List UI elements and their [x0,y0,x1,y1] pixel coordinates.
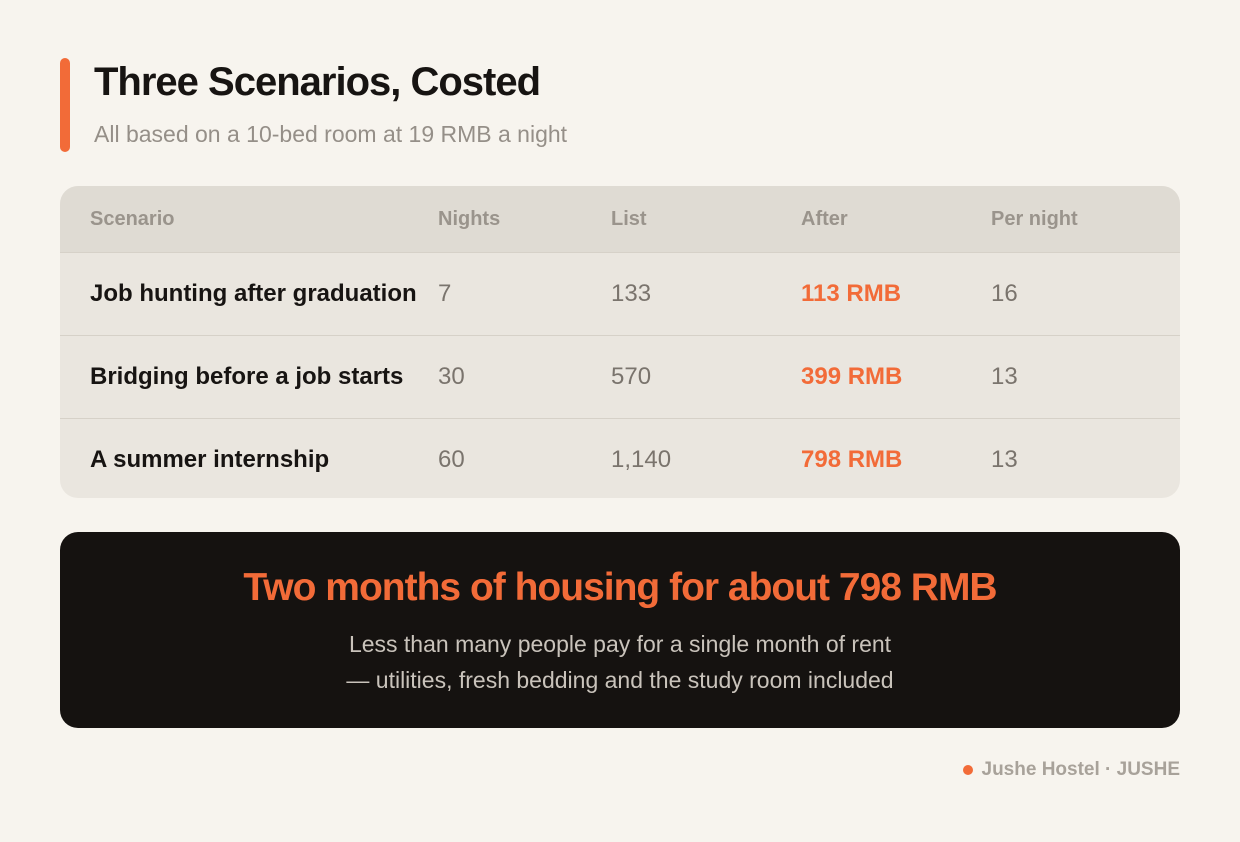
callout-text-line-1: Less than many people pay for a single m… [348,631,892,657]
table-row: Bridging before a job starts 30 570 399 … [60,335,1180,418]
list-price-value: 1,140 [611,446,672,473]
nights-value: 60 [438,446,465,473]
nights-value: 7 [438,280,452,307]
column-header-scenario: Scenario [90,207,175,230]
page-title: Three Scenarios, Costed [94,60,541,104]
accent-bar [60,58,70,152]
table-row: A summer internship 60 1,140 798 RMB 13 [60,418,1180,498]
scenario-name: Job hunting after graduation [90,280,417,307]
page-header: Three Scenarios, Costed All based on a 1… [60,58,1180,152]
list-price-value: 570 [611,363,652,390]
nights-value: 30 [438,363,465,390]
per-night-value: 16 [991,280,1018,307]
scenarios-table: Scenario Nights List After Per night Job… [60,186,1180,498]
brand-label: Jushe Hostel · JUSHE [981,759,1181,780]
after-price-value: 798 RMB [801,446,903,473]
callout-text-line-2: — utilities, fresh bedding and the study… [346,667,894,693]
table-header: Scenario Nights List After Per night [60,186,1180,252]
after-price-value: 113 RMB [801,280,902,307]
page-subtitle: All based on a 10-bed room at 19 RMB a n… [94,121,568,147]
column-header-nights: Nights [438,207,501,230]
table-row: Job hunting after graduation 7 133 113 R… [60,252,1180,335]
callout-title: Two months of housing for about 798 RMB [243,566,997,609]
column-header-list: List [611,207,647,230]
list-price-value: 133 [611,280,652,307]
summary-callout: Two months of housing for about 798 RMB … [60,532,1180,728]
scenario-name: A summer internship [90,446,330,473]
brand-dot-icon [962,765,973,775]
after-price-value: 399 RMB [801,363,903,390]
column-header-after: After [801,207,848,230]
per-night-value: 13 [991,363,1018,390]
footer-brand: Jushe Hostel · JUSHE [962,757,1181,783]
per-night-value: 13 [991,446,1018,473]
column-header-per-night: Per night [991,207,1078,230]
scenario-name: Bridging before a job starts [90,363,404,390]
